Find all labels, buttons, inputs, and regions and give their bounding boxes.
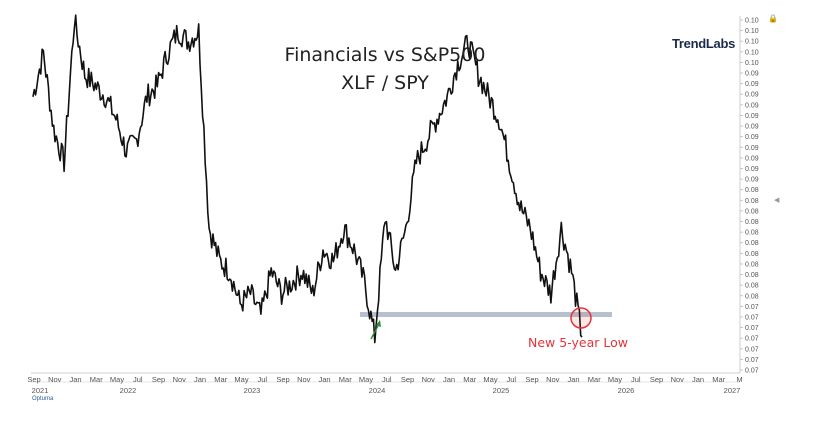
y-tick-label: 0.09 — [745, 155, 759, 162]
x-year-label: 2021 — [32, 386, 49, 395]
x-year-label: 2024 — [369, 386, 386, 395]
x-tick-label: Nov — [546, 375, 560, 384]
chevron-left-icon[interactable]: ◀ — [774, 197, 780, 204]
y-tick-label: 0.09 — [745, 166, 759, 173]
chart-title: Financials vs S&P500 — [284, 44, 486, 66]
x-tick-label: May — [234, 375, 248, 384]
y-tick-label: 0.08 — [745, 198, 759, 205]
x-tick-label: Sep — [27, 375, 40, 384]
y-tick-label: 0.09 — [745, 81, 759, 88]
y-tick-label: 0.10 — [745, 49, 759, 56]
green-arrow — [370, 323, 380, 340]
x-tick-label: Jan — [567, 375, 579, 384]
x-tick-label: Mar — [90, 375, 103, 384]
x-tick-label: Jul — [382, 375, 392, 384]
x-tick-label: May — [608, 375, 622, 384]
x-tick-label: M — [736, 375, 742, 384]
y-tick-label: 0.07 — [745, 304, 759, 311]
x-tick-label: May — [359, 375, 373, 384]
y-tick-label: 0.07 — [745, 368, 759, 375]
y-tick-label: 0.09 — [745, 124, 759, 131]
y-tick-label: 0.07 — [745, 336, 759, 343]
x-year-label: 2022 — [120, 386, 137, 395]
y-tick-label: 0.09 — [745, 102, 759, 109]
x-tick-label: May — [110, 375, 124, 384]
y-tick-label: 0.08 — [745, 187, 759, 194]
x-year-label: 2026 — [618, 386, 635, 395]
annotation-new-low: New 5-year Low — [528, 335, 628, 350]
y-tick-label: 0.10 — [745, 18, 759, 25]
plot-area — [31, 16, 740, 373]
y-tick-label: 0.09 — [745, 145, 759, 152]
y-tick-label: 0.07 — [745, 346, 759, 353]
optuma-brand: Optuma — [32, 396, 54, 402]
trendlabs-logo: TrendLabs — [672, 36, 736, 51]
x-tick-label: Jan — [69, 375, 81, 384]
x-tick-label: Nov — [422, 375, 436, 384]
y-tick-label: 0.09 — [745, 177, 759, 184]
x-tick-label: Sep — [152, 375, 165, 384]
y-tick-label: 0.08 — [745, 261, 759, 268]
x-tick-label: Mar — [214, 375, 227, 384]
y-tick-label: 0.08 — [745, 272, 759, 279]
y-tick-label: 0.08 — [745, 240, 759, 247]
y-tick-label: 0.09 — [745, 92, 759, 99]
y-tick-label: 0.07 — [745, 357, 759, 364]
y-tick-label: 0.10 — [745, 60, 759, 67]
y-tick-label: 0.09 — [745, 71, 759, 78]
x-tick-label: Jan — [443, 375, 455, 384]
x-tick-label: Jan — [318, 375, 330, 384]
x-year-label: 2027 — [724, 386, 741, 395]
x-tick-label: Mar — [339, 375, 352, 384]
x-tick-label: Mar — [712, 375, 725, 384]
y-tick-label: 0.08 — [745, 283, 759, 290]
y-tick-label: 0.10 — [745, 28, 759, 35]
y-tick-label: 0.08 — [745, 251, 759, 258]
x-tick-label: Jan — [692, 375, 704, 384]
x-tick-label: Nov — [173, 375, 187, 384]
low-marker — [570, 307, 592, 329]
x-tick-label: Sep — [650, 375, 663, 384]
x-tick-label: Sep — [276, 375, 289, 384]
y-tick-label: 0.08 — [745, 293, 759, 300]
x-tick-label: Sep — [401, 375, 414, 384]
y-tick-label: 0.09 — [745, 113, 759, 120]
y-tick-label: 0.08 — [745, 208, 759, 215]
x-tick-label: Nov — [48, 375, 62, 384]
x-year-label: 2025 — [493, 386, 510, 395]
x-tick-label: Jul — [133, 375, 143, 384]
x-tick-label: May — [483, 375, 497, 384]
x-tick-label: Nov — [671, 375, 685, 384]
x-tick-label: Jul — [506, 375, 516, 384]
x-tick-label: Mar — [463, 375, 476, 384]
support-band — [360, 312, 612, 317]
y-tick-label: 0.07 — [745, 314, 759, 321]
x-tick-label: Sep — [525, 375, 538, 384]
x-tick-label: Nov — [297, 375, 311, 384]
y-tick-label: 0.10 — [745, 39, 759, 46]
x-year-label: 2023 — [244, 386, 261, 395]
x-tick-label: Jan — [194, 375, 206, 384]
series-line-xlf-spy — [32, 14, 583, 344]
y-tick-label: 0.09 — [745, 134, 759, 141]
green-arrow-head — [376, 320, 381, 327]
x-tick-label: Mar — [588, 375, 601, 384]
y-tick-label: 0.08 — [745, 219, 759, 226]
y-tick-label: 0.08 — [745, 230, 759, 237]
x-tick-label: Jul — [257, 375, 267, 384]
y-tick-label: 0.07 — [745, 325, 759, 332]
lock-icon[interactable]: 🔒 — [768, 14, 778, 23]
x-tick-label: Jul — [631, 375, 641, 384]
chart-subtitle: XLF / SPY — [341, 72, 429, 94]
